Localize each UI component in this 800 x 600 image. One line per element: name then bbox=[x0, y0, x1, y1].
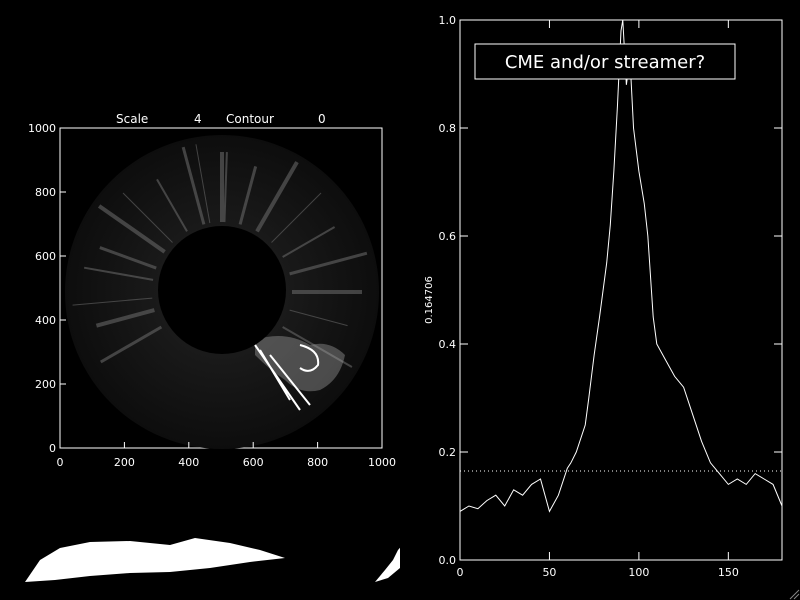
image-x-tick-label: 600 bbox=[243, 456, 264, 469]
chart-frame bbox=[459, 19, 783, 561]
image-y-tick-label: 200 bbox=[35, 378, 56, 391]
y-tick-label: 0.2 bbox=[439, 446, 457, 459]
y-axis-label: 0.164706 bbox=[424, 276, 435, 324]
x-tick-label: 150 bbox=[718, 566, 739, 579]
y-tick-label: 0.6 bbox=[439, 230, 457, 243]
y-tick-label: 0.4 bbox=[439, 338, 457, 351]
x-tick-label: 100 bbox=[628, 566, 649, 579]
cme-feature bbox=[254, 336, 345, 411]
scale-value: 4 bbox=[194, 112, 202, 126]
y-tick-label: 1.0 bbox=[439, 14, 457, 27]
image-x-tick-label: 0 bbox=[57, 456, 64, 469]
mask-shapes bbox=[25, 538, 400, 582]
image-x-tick-label: 200 bbox=[114, 456, 135, 469]
image-x-tick-label: 400 bbox=[178, 456, 199, 469]
mask-blob-right bbox=[375, 547, 400, 582]
image-axes: 0 200 400 600 800 1000 0 200 400 600 800 1000 bbox=[28, 122, 396, 469]
contour-value: 0 bbox=[318, 112, 326, 126]
image-x-tick-label: 1000 bbox=[368, 456, 396, 469]
contour-label: Contour bbox=[226, 112, 274, 126]
annotation-text: CME and/or streamer? bbox=[505, 52, 705, 73]
image-y-tick-label: 800 bbox=[35, 186, 56, 199]
chart-axes: 0 50 100 150 0.0 0.2 0.4 0.6 0.8 1.0 bbox=[439, 14, 782, 579]
scale-label: Scale bbox=[116, 112, 148, 126]
image-y-tick-label: 0 bbox=[49, 442, 56, 455]
y-tick-label: 0.8 bbox=[439, 122, 457, 135]
x-tick-label: 50 bbox=[542, 566, 556, 579]
image-panel: Scale 4 Contour 0 0 200 400 600 800 1000 0 200 4… bbox=[25, 112, 400, 582]
resize-grip-icon[interactable] bbox=[786, 586, 800, 600]
profile-chart: 0 50 100 150 0.0 0.2 0.4 0.6 0.8 1.0 0.164706 CME… bbox=[424, 14, 783, 579]
image-y-tick-label: 600 bbox=[35, 250, 56, 263]
occulting-disk bbox=[158, 226, 286, 354]
annotation-box: CME and/or streamer? bbox=[474, 43, 736, 80]
mask-blob-left bbox=[25, 538, 285, 582]
image-x-tick-label: 800 bbox=[307, 456, 328, 469]
image-y-tick-label: 1000 bbox=[28, 122, 56, 135]
image-y-tick-label: 400 bbox=[35, 314, 56, 327]
x-tick-label: 0 bbox=[457, 566, 464, 579]
y-tick-label: 0.0 bbox=[439, 554, 457, 567]
corona-image bbox=[65, 135, 379, 449]
series-line-profile bbox=[459, 19, 783, 513]
